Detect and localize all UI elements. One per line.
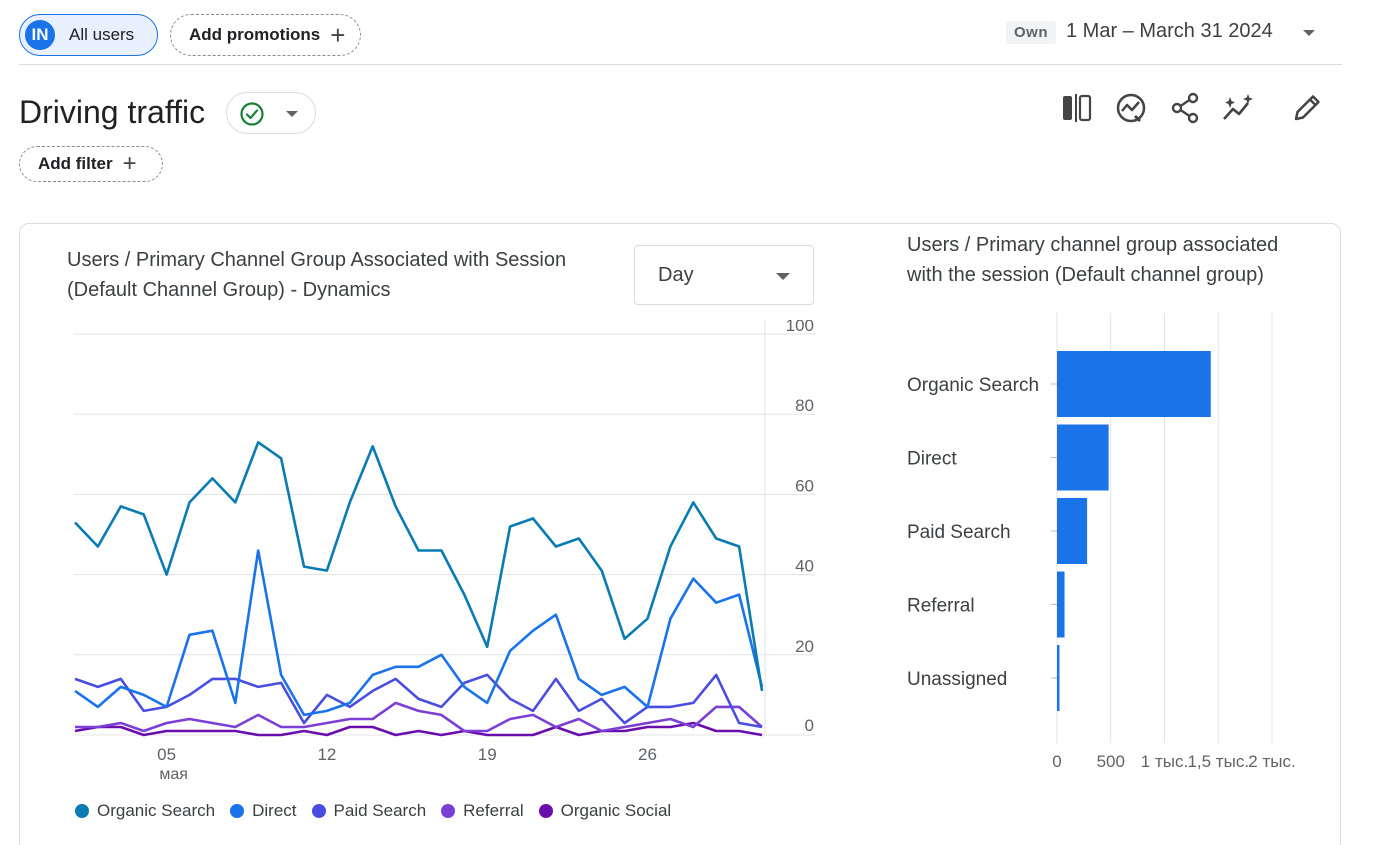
bar-category-label: Unassigned [907, 669, 1007, 690]
y-tick-label: 40 [795, 557, 814, 576]
legend-item-referral[interactable]: Referral [441, 801, 524, 821]
bar-x-tick-label: 1 тыс. [1141, 752, 1188, 771]
y-tick-label: 80 [795, 396, 814, 415]
report-status-dropdown[interactable] [226, 92, 316, 134]
plus-icon: + [330, 20, 346, 50]
legend-label: Paid Search [333, 801, 427, 820]
bar-chart-title: Users / Primary channel group associated… [907, 234, 1279, 286]
add-filter-label: Add filter [38, 154, 113, 173]
top-divider [19, 64, 1342, 65]
line-chart-title: Users / Primary Channel Group Associated… [67, 249, 567, 301]
series-line-referral [75, 701, 763, 733]
series-line-direct [74, 549, 764, 717]
x-tick-label: 26 [638, 745, 657, 764]
bar[interactable] [1057, 571, 1065, 638]
bar[interactable] [1057, 645, 1060, 711]
report-card [19, 223, 1341, 845]
segment-avatar: IN [25, 20, 55, 50]
date-range-picker[interactable]: 1 Mar – March 31 2024 [1066, 20, 1273, 42]
share-icon[interactable] [1167, 90, 1203, 126]
x-tick-label: 19 [478, 745, 497, 764]
series-line-paid-search [74, 673, 763, 729]
series-line-organic-search [74, 441, 764, 692]
legend-dot [538, 804, 553, 818]
plus-icon: + [122, 150, 137, 177]
bar[interactable] [1057, 498, 1088, 564]
legend-label: Organic Search [97, 801, 216, 820]
bar[interactable] [1057, 351, 1211, 417]
add-filter-button[interactable]: Add filter + [19, 146, 163, 182]
y-tick-label: 20 [795, 637, 814, 656]
legend-item-organic-search[interactable]: Organic Search [75, 801, 215, 821]
legend-dot [441, 804, 456, 818]
legend-dot [75, 804, 89, 818]
bar[interactable] [1057, 424, 1109, 491]
granularity-dropdown[interactable]: Day [634, 245, 814, 305]
legend-item-organic-social[interactable]: Organic Social [538, 801, 672, 821]
x-tick-label: 05 [157, 745, 176, 764]
legend-label: Referral [463, 801, 524, 820]
add-promotions-label: Add promotions [189, 25, 321, 44]
line-chart-legend: Organic Search Direct Paid Search Referr… [75, 801, 686, 821]
edit-icon[interactable] [1289, 90, 1325, 126]
date-range-caret-icon[interactable] [1303, 30, 1315, 36]
segment-chip-all-users[interactable]: IN All users [19, 14, 158, 56]
chevron-down-icon [776, 273, 790, 280]
segment-label: All users [69, 25, 135, 44]
legend-label: Direct [252, 801, 297, 820]
own-badge: Own [1006, 21, 1056, 44]
bar-category-label: Referral [907, 596, 975, 617]
bar-chart: 0 500 1 тыс. 1,5 тыс. 2 тыс. Organic Search Di… [907, 313, 1296, 771]
compare-icon[interactable] [1059, 90, 1095, 126]
legend-dot [230, 804, 245, 818]
x-tick-label: 12 [317, 745, 336, 764]
y-tick-label: 100 [786, 320, 814, 335]
legend-label: Organic Social [560, 801, 672, 820]
line-chart: 0 20 40 60 80 100 05 мая 12 19 26 [74, 320, 815, 780]
chevron-down-icon [286, 111, 298, 117]
bar-x-tick-label: 500 [1097, 752, 1125, 771]
add-promotions-button[interactable]: Add promotions + [170, 14, 361, 56]
bar-category-label: Paid Search [907, 522, 1011, 543]
series-line-organic-social [74, 721, 763, 737]
bar-x-tick-label: 1,5 тыс. [1187, 752, 1249, 771]
y-tick-label: 60 [795, 476, 814, 495]
bar-x-tick-label: 2 тыс. [1248, 752, 1295, 771]
check-circle-icon [240, 102, 264, 126]
granularity-value: Day [658, 264, 694, 286]
bar-category-label: Organic Search [907, 375, 1039, 396]
legend-dot [311, 804, 326, 818]
sparkle-icon[interactable] [1221, 90, 1257, 126]
bar-category-label: Direct [907, 449, 957, 470]
legend-item-direct[interactable]: Direct [230, 801, 297, 821]
bar-x-tick-label: 0 [1052, 752, 1061, 771]
y-tick-label: 0 [805, 716, 814, 735]
insights-icon[interactable] [1113, 90, 1149, 126]
page-title: Driving traffic [19, 94, 206, 130]
x-tick-sublabel: мая [159, 766, 188, 780]
legend-item-paid-search[interactable]: Paid Search [311, 801, 427, 821]
